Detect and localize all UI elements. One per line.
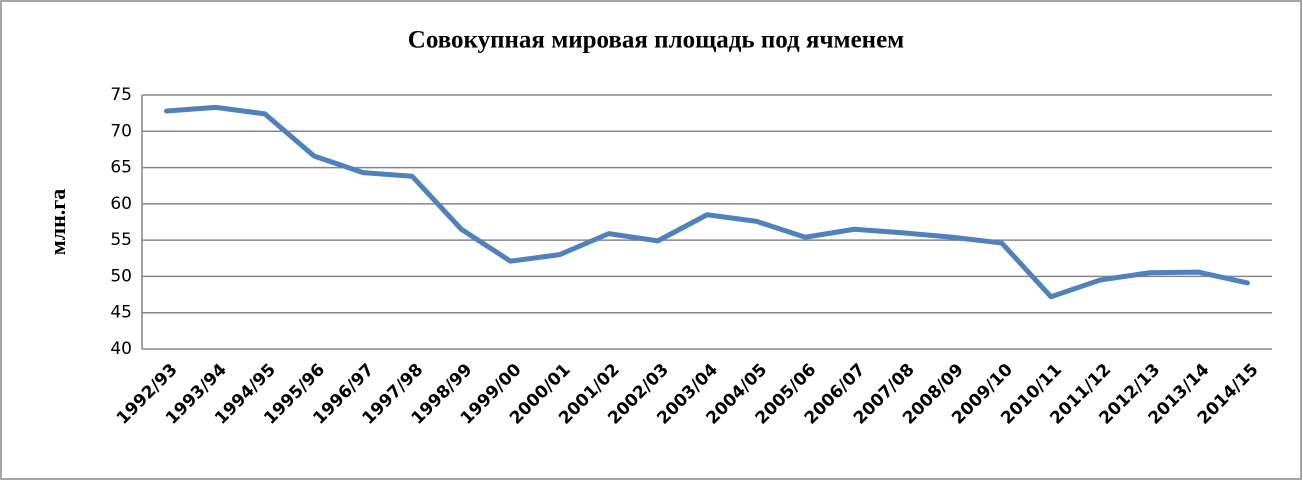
y-tick-label: 75 bbox=[110, 85, 132, 105]
y-axis-label: млн.га bbox=[45, 189, 70, 256]
y-tick-label: 40 bbox=[110, 339, 132, 359]
y-tick-label: 45 bbox=[110, 303, 132, 323]
y-tick-label: 65 bbox=[110, 158, 132, 178]
line-series bbox=[164, 104, 1250, 300]
y-tick-label: 55 bbox=[110, 230, 132, 250]
y-tick-label: 50 bbox=[110, 266, 132, 286]
y-tick-label: 70 bbox=[110, 121, 132, 141]
y-tick-label: 60 bbox=[110, 194, 132, 214]
chart-title: Совокупная мировая площадь под ячменем bbox=[408, 27, 904, 54]
